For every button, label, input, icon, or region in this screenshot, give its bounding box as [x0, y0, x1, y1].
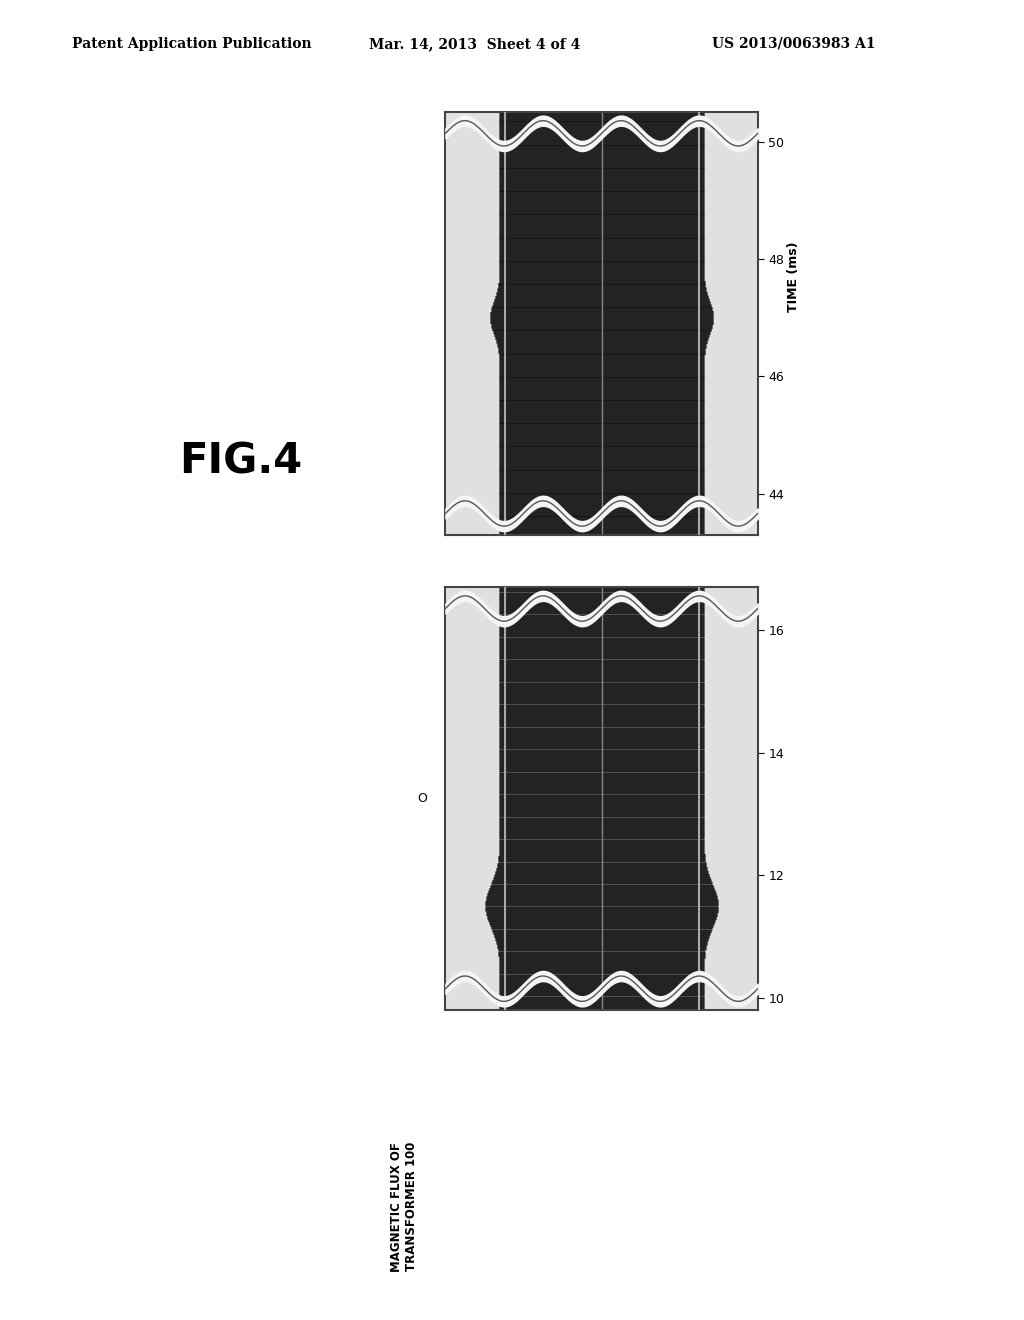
Text: Patent Application Publication: Patent Application Publication — [72, 37, 311, 51]
Text: Mar. 14, 2013  Sheet 4 of 4: Mar. 14, 2013 Sheet 4 of 4 — [369, 37, 580, 51]
Text: US 2013/0063983 A1: US 2013/0063983 A1 — [712, 37, 876, 51]
Text: MAGNETIC FLUX OF
TRANSFORMER 100: MAGNETIC FLUX OF TRANSFORMER 100 — [390, 1142, 419, 1271]
Text: TIME (ms): TIME (ms) — [787, 242, 800, 313]
Text: FIG.4: FIG.4 — [179, 441, 302, 483]
Text: O: O — [418, 792, 427, 805]
